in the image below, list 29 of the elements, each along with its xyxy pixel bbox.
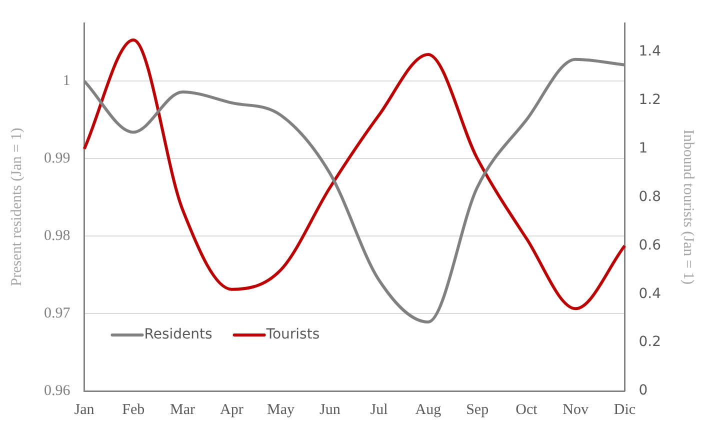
y2-tick-label: 1.2 [638, 92, 661, 108]
y2-tick-label: 1 [638, 140, 648, 157]
x-tick-label: Jul [370, 402, 388, 418]
y-tick-label: 0.99 [44, 150, 70, 167]
y-axis-title: Present residents (Jan = 1) [8, 128, 25, 286]
x-tick-label: Feb [122, 402, 145, 418]
y2-tick-label: 0 [638, 382, 648, 399]
x-tick-label: Sep [466, 402, 489, 418]
y2-tick-label: 0.4 [638, 286, 662, 302]
x-tick-label: Apr [220, 402, 244, 418]
y-tick-label: 0.97 [44, 305, 71, 322]
legend-label: Tourists [265, 326, 320, 343]
x-tick-label: Dic [614, 402, 636, 418]
y2-tick-label: 0.8 [638, 188, 661, 205]
y2-tick-label: 0.2 [638, 334, 661, 350]
x-tick-label: Jan [74, 402, 95, 418]
x-tick-label: Aug [415, 402, 442, 418]
x-tick-label: Nov [562, 402, 590, 418]
x-tick-label: Jun [320, 402, 341, 418]
y2-tick-label: 1.4 [638, 44, 662, 60]
y-tick-label: 0.98 [44, 228, 70, 244]
x-tick-label: May [267, 402, 296, 418]
y-tick-label: 0.96 [44, 382, 71, 399]
legend-label: Residents [144, 326, 212, 343]
x-tick-label: Mar [170, 402, 196, 418]
y-tick-label: 1 [62, 73, 70, 90]
x-tick-label: Oct [516, 402, 538, 418]
y2-axis-title: Inbound tourists (Jan = 1) [680, 129, 696, 285]
y2-tick-label: 0.6 [638, 237, 662, 254]
